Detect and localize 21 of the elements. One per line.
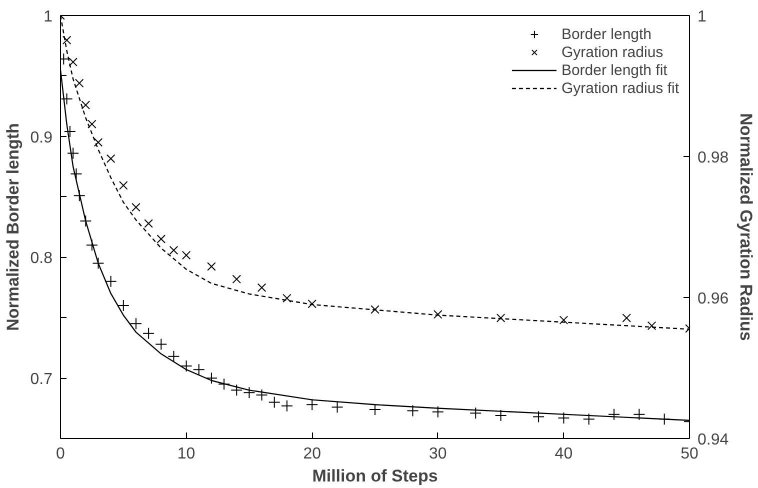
y2-tick-label: 0.94: [698, 432, 729, 448]
x-tick-label: 20: [303, 446, 322, 462]
y2-tick-label: 0.96: [698, 290, 729, 308]
x-axis-title: Million of Steps: [312, 466, 438, 486]
x-tick-label: 50: [680, 446, 698, 462]
x-tick-label: 10: [177, 446, 196, 462]
y-tick-label: 0.7: [30, 371, 53, 388]
legend-label: Gyration radius: [561, 43, 664, 61]
y-axis-title: Normalized Border length: [3, 123, 22, 331]
y-tick-label: 0.8: [30, 250, 53, 268]
y2-tick-label: 1: [698, 8, 706, 26]
y2-axis-title: Normalized Gyration Radius: [736, 113, 756, 341]
x-tick-label: 40: [554, 446, 573, 462]
legend-label: Gyration radius fit: [561, 79, 679, 97]
legend-label: Border length: [561, 25, 652, 43]
y-tick-label: 0.9: [30, 129, 53, 146]
y2-tick-label: 0.98: [698, 150, 729, 166]
x-tick-label: 0: [56, 446, 66, 462]
x-tick-label: 30: [429, 446, 447, 462]
legend-label: Border length fit: [561, 61, 668, 79]
y-tick-label: 1: [44, 8, 53, 26]
